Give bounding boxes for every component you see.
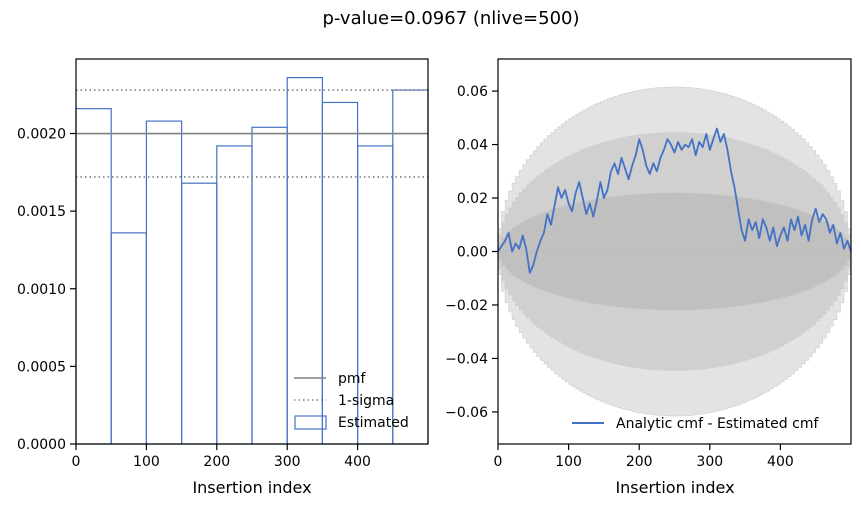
legend-sigma-label: 1-sigma	[338, 393, 394, 409]
right-ytick-label: 0.02	[457, 191, 488, 207]
left-xtick-label: 200	[203, 454, 230, 470]
left-panel: 0 100 200 300 400 0.0000 0.0005 0.0010 0.0015 0.0…	[17, 58, 429, 497]
cmf-difference-line	[497, 127, 852, 274]
right-ytick-label: −0.06	[445, 405, 488, 421]
left-ytick-label: 0.0000	[17, 437, 66, 453]
left-ytick-label: 0.0015	[17, 204, 66, 220]
left-xtick-label: 0	[72, 454, 81, 470]
right-axes-frame	[497, 58, 852, 445]
left-xtick-label: 400	[344, 454, 371, 470]
legend-estimated-label: Estimated	[338, 415, 409, 431]
reference-lines	[76, 89, 428, 178]
right-ytick-label: 0.04	[457, 138, 488, 154]
legend-pmf-label: pmf	[338, 371, 367, 387]
right-ytick-label: 0.06	[457, 84, 488, 100]
figure-title: p-value=0.0967 (nlive=500)	[322, 8, 579, 29]
right-xtick-label: 400	[767, 454, 794, 470]
left-axes-frame	[75, 58, 429, 445]
legend-estimated-swatch	[294, 415, 327, 430]
histogram-bar	[392, 89, 429, 445]
histogram-bar	[251, 126, 288, 445]
right-ytick-label: −0.02	[445, 298, 488, 314]
left-ytick-label: 0.0005	[17, 359, 66, 375]
left-ytick-label: 0.0020	[17, 127, 66, 143]
right-xlabel: Insertion index	[615, 478, 734, 497]
right-axis-ticks: 0 100 200 300 400 −0.06 −0.04 −0.02 0.00 0.02 0.04…	[445, 84, 794, 470]
right-xtick-label: 300	[696, 454, 723, 470]
histogram-bar	[216, 145, 253, 445]
histogram-bar	[75, 108, 112, 445]
estimated-histogram	[75, 77, 429, 445]
histogram-bar	[286, 77, 324, 445]
right-ytick-label: 0.00	[457, 245, 488, 261]
left-axis-ticks: 0 100 200 300 400 0.0000 0.0005 0.0010 0.0015 0.0…	[17, 127, 371, 470]
left-xtick-label: 300	[274, 454, 301, 470]
left-xtick-label: 100	[133, 454, 160, 470]
right-ytick-label: −0.04	[445, 351, 488, 367]
left-xlabel: Insertion index	[192, 478, 311, 497]
left-ytick-label: 0.0010	[17, 282, 66, 298]
right-panel: 0 100 200 300 400 −0.06 −0.04 −0.02 0.00 0.02 0.04…	[445, 58, 852, 497]
histogram-bar	[181, 182, 218, 445]
series-line	[497, 127, 852, 274]
left-legend: pmf 1-sigma Estimated	[294, 371, 409, 431]
right-xtick-label: 200	[626, 454, 653, 470]
right-xtick-label: 100	[555, 454, 582, 470]
right-xtick-label: 0	[494, 454, 503, 470]
histogram-bar	[110, 232, 147, 445]
histogram-bar	[145, 120, 183, 445]
legend-cmf-label: Analytic cmf - Estimated cmf	[616, 416, 819, 432]
right-legend: Analytic cmf - Estimated cmf	[572, 416, 819, 432]
